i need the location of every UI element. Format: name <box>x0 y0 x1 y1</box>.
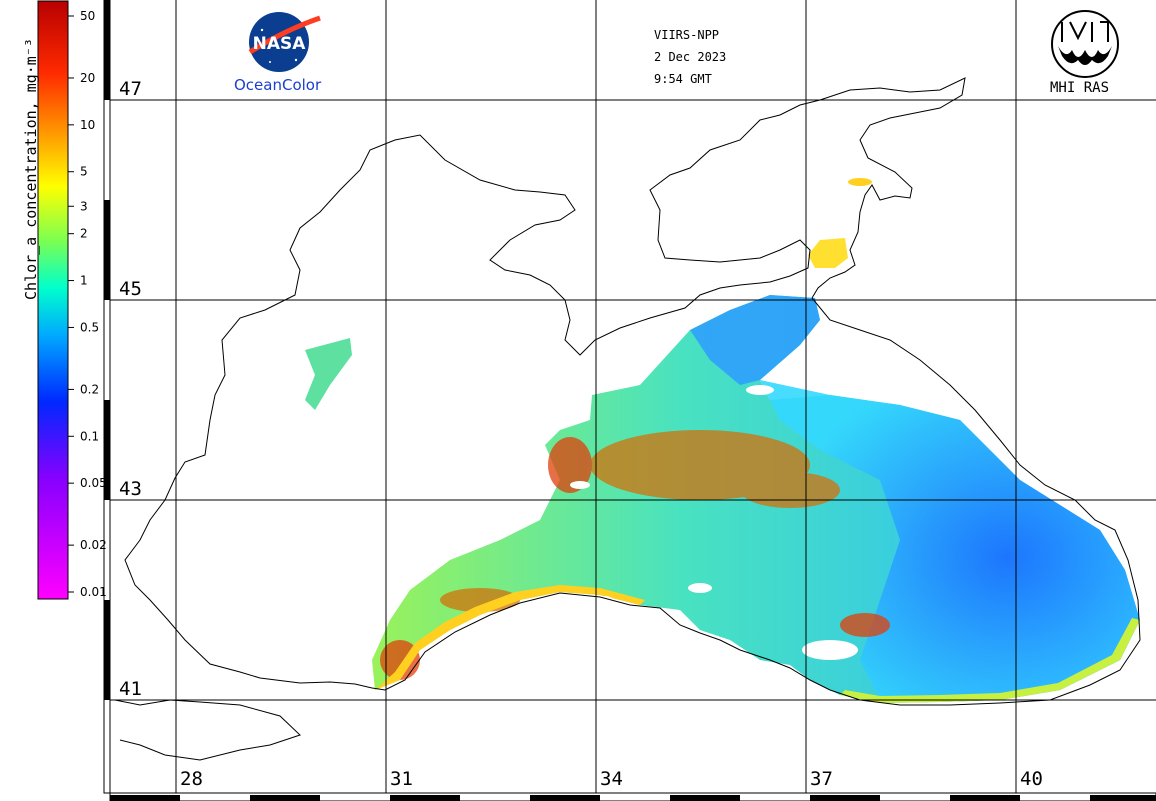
colorbar-tick-label: 0.01 <box>80 585 107 599</box>
mhi-caption: MHI RAS <box>1050 80 1110 96</box>
colorbar-tick-label: 0.05 <box>80 476 107 490</box>
lon-label-40: 40 <box>1020 768 1043 790</box>
lon-label-34: 34 <box>600 768 623 790</box>
lon-label-28: 28 <box>180 768 203 790</box>
chlorophyll-east-blue <box>760 380 1140 702</box>
chlorophyll-azov-patch <box>808 238 848 268</box>
cloud-gaps <box>570 385 858 660</box>
acquisition-date: 2 Dec 2023 <box>654 50 727 64</box>
colorbar-tick-label: 0.2 <box>80 382 99 396</box>
colorbar-tick-label: 0.1 <box>80 429 99 443</box>
colorbar-tick-label: 50 <box>80 9 95 23</box>
chlorophyll-se-coast-fringe <box>840 618 1140 703</box>
colorbar-gradient <box>37 0 69 600</box>
colorbar-tick-label: 2 <box>80 227 88 241</box>
chlorophyll-south-coast-fringe <box>375 585 645 690</box>
lon-label-31: 31 <box>390 768 413 790</box>
lat-label-47: 47 <box>119 78 142 100</box>
lon-label-37: 37 <box>810 768 833 790</box>
colorbar-tick-label: 5 <box>80 165 88 179</box>
chlorophyll-data-layer <box>305 178 1140 703</box>
acquisition-info: VIIRS-NPP 2 Dec 2023 9:54 GMT <box>654 24 726 90</box>
colorbar: 50 20 10 5 3 2 1 0.5 0.2 0.1 0.05 0.02 0.01 <box>37 0 107 600</box>
colorbar-tick-label: 10 <box>80 118 95 132</box>
colorbar-tick-label: 0.5 <box>80 320 99 334</box>
colorbar-tick-label: 1 <box>80 274 88 288</box>
nasa-wordmark: NASA <box>253 34 307 54</box>
satellite-name: VIIRS-NPP <box>654 28 720 42</box>
lat-label-41: 41 <box>119 678 142 700</box>
chlorophyll-odessa-patch <box>305 338 352 410</box>
colorbar-tick-label: 3 <box>80 199 88 213</box>
lat-label-43: 43 <box>119 478 142 500</box>
chlorophyll-azov-north-patch <box>848 178 872 186</box>
lat-lon-grid <box>110 0 1156 793</box>
colorbar-ticks: 50 20 10 5 3 2 1 0.5 0.2 0.1 0.05 0.02 0.01 <box>68 9 107 599</box>
acquisition-time: 9:54 GMT <box>654 72 712 86</box>
colorbar-tick-label: 0.02 <box>80 538 107 552</box>
map-frame <box>103 0 1156 801</box>
colorbar-title: Chlor_a concentration, mg·m⁻³ <box>22 38 40 300</box>
lat-label-45: 45 <box>119 278 142 300</box>
chlorophyll-north-blue <box>690 295 820 385</box>
colorbar-tick-label: 20 <box>80 71 95 85</box>
nasa-logo: NASA <box>248 12 321 72</box>
nasa-caption: OceanColor <box>234 76 322 94</box>
mhi-logo <box>1051 10 1119 78</box>
